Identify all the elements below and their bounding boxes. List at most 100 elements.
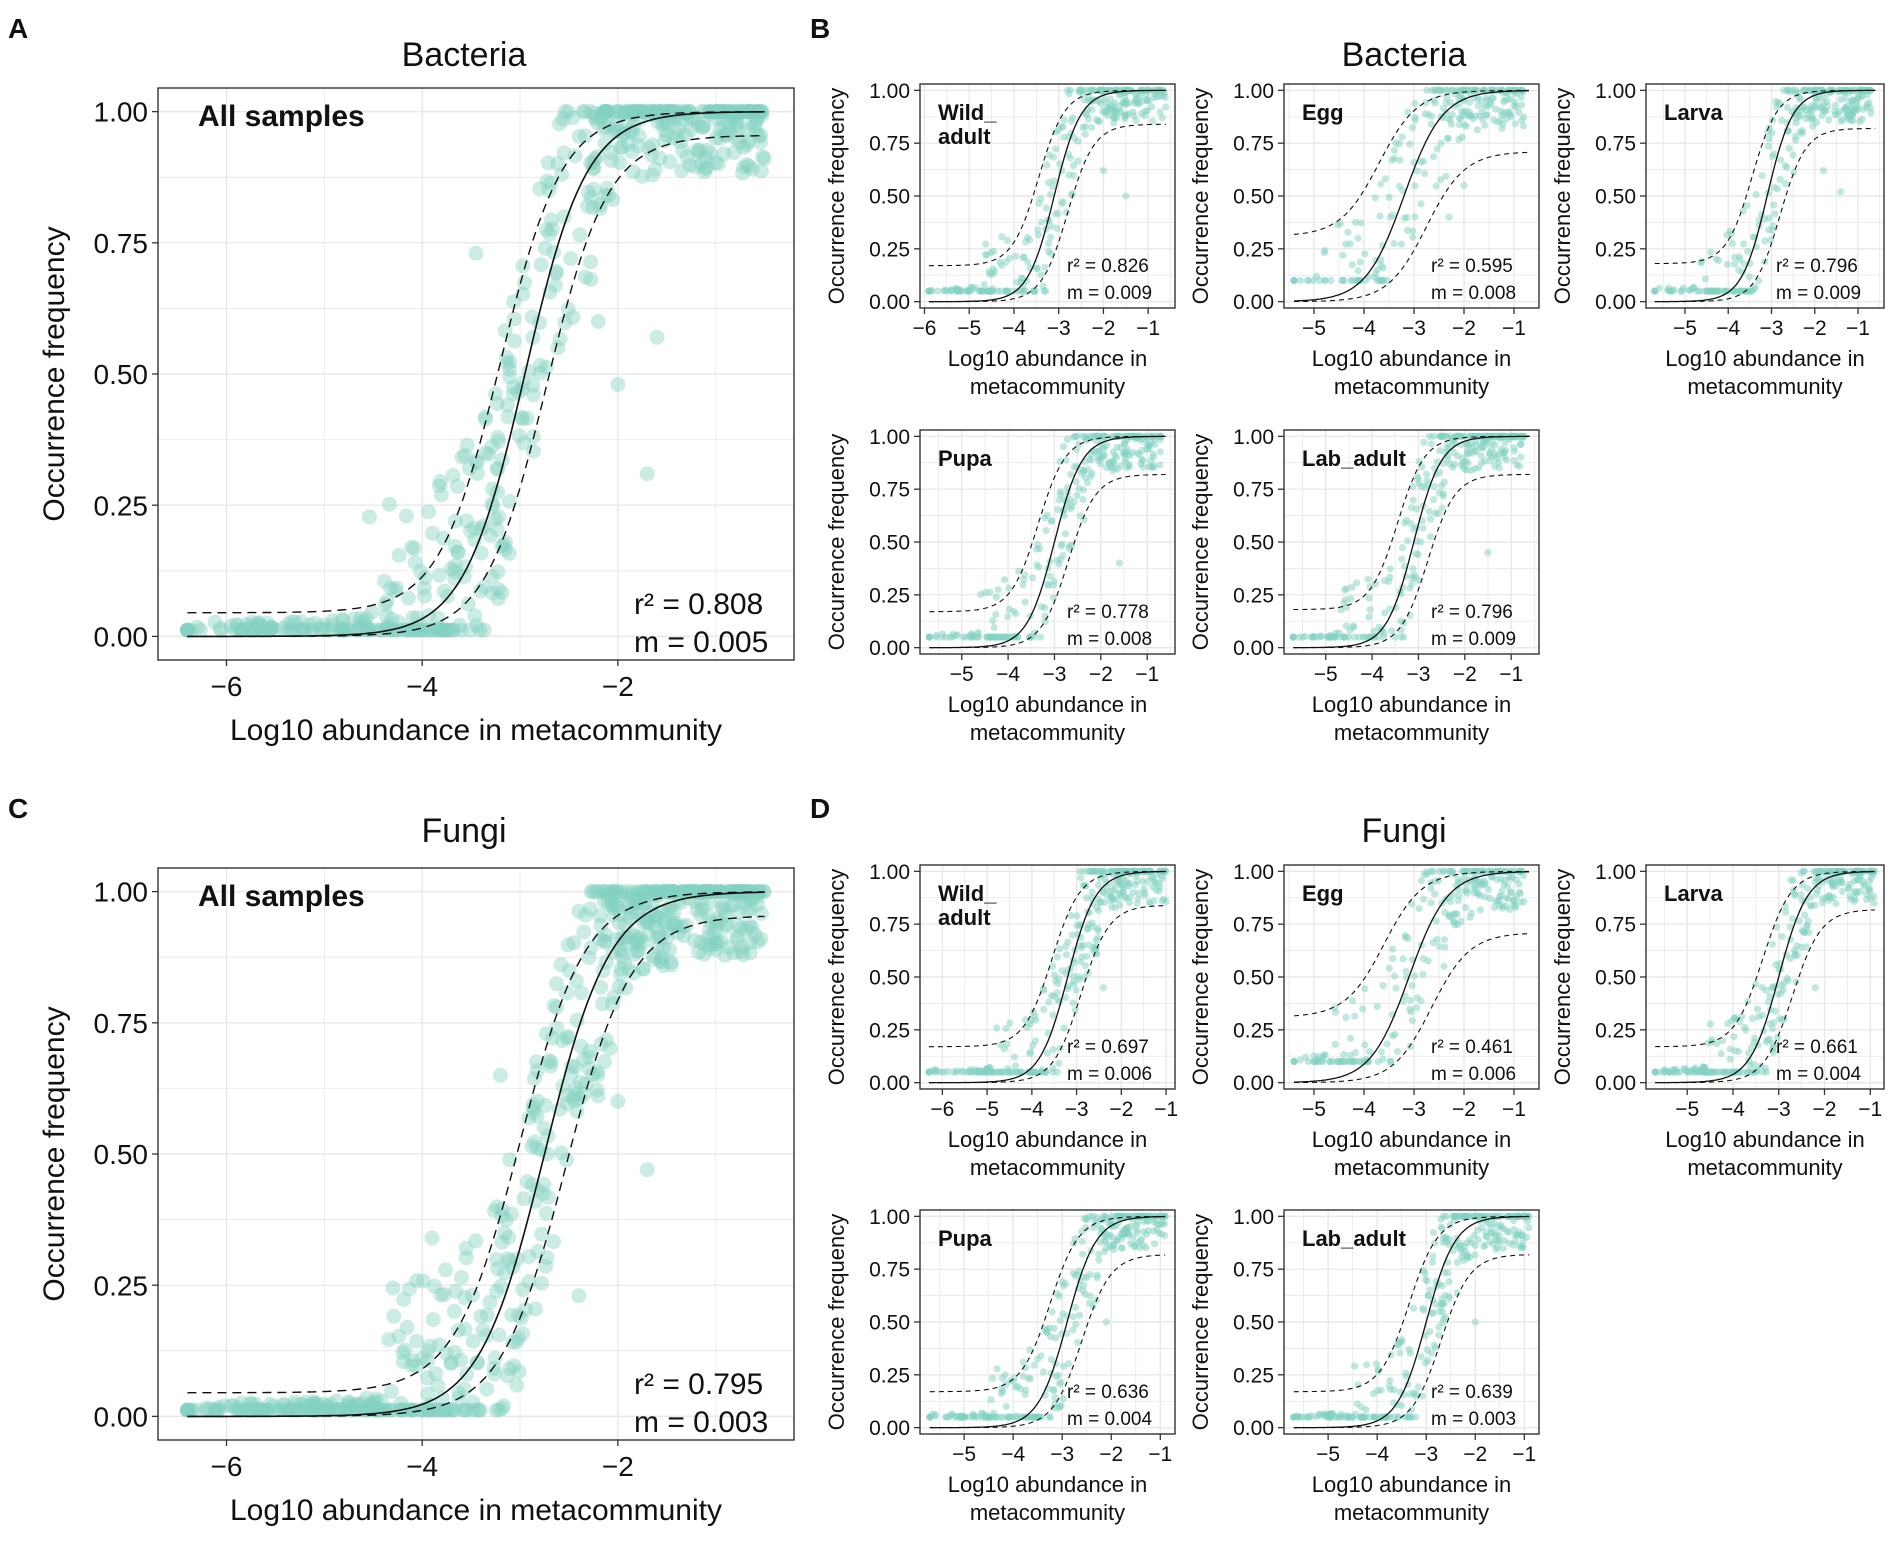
data-point <box>666 903 682 919</box>
group-label: All samples <box>198 100 365 133</box>
data-point <box>230 1399 246 1415</box>
points-layer <box>1290 86 1528 285</box>
data-point <box>624 890 640 906</box>
data-point <box>1438 1225 1446 1233</box>
y-tick-label: 0.75 <box>1595 133 1636 156</box>
data-point <box>601 104 617 120</box>
data-point <box>532 365 548 381</box>
data-point <box>1466 913 1474 921</box>
y-tick-label: 1.00 <box>869 80 910 103</box>
data-point <box>365 1395 381 1411</box>
data-point <box>427 1278 442 1294</box>
data-point <box>1054 556 1062 565</box>
data-point <box>353 610 368 626</box>
data-point <box>434 622 450 638</box>
data-point <box>1346 1051 1354 1059</box>
data-point <box>1041 604 1049 612</box>
data-point <box>335 612 351 628</box>
data-point <box>576 1051 592 1067</box>
data-point <box>534 1226 550 1242</box>
data-point <box>1319 1411 1327 1419</box>
data-point <box>557 315 573 331</box>
data-point <box>1125 461 1133 469</box>
data-point <box>516 435 532 451</box>
data-point <box>1119 867 1127 875</box>
data-point <box>484 439 500 455</box>
data-point <box>259 1402 275 1418</box>
data-point <box>285 622 301 638</box>
data-point <box>1790 168 1798 177</box>
data-point <box>1406 996 1414 1004</box>
data-point <box>1825 116 1833 124</box>
data-point <box>550 340 566 356</box>
y-axis-label: Occurrence frequency <box>1188 434 1213 650</box>
data-point <box>490 591 506 607</box>
data-point <box>366 622 382 638</box>
data-point <box>1390 240 1398 248</box>
data-point <box>228 617 244 633</box>
data-point <box>260 615 276 631</box>
data-point <box>577 104 593 120</box>
data-point <box>614 140 630 155</box>
data-point <box>476 579 492 595</box>
data-point <box>432 474 448 489</box>
data-point <box>598 104 614 120</box>
data-point <box>529 1093 545 1109</box>
fit-lines <box>1655 870 1875 1084</box>
data-point <box>465 1402 480 1418</box>
y-tick-label: 1.00 <box>1233 426 1274 449</box>
data-point <box>1743 202 1751 210</box>
data-point <box>972 1068 981 1076</box>
data-point <box>473 583 488 599</box>
data-point <box>580 184 596 200</box>
y-tick-label: 0.75 <box>1595 914 1636 937</box>
data-point <box>987 1396 995 1404</box>
data-point <box>1019 253 1027 261</box>
data-point <box>648 884 664 900</box>
data-point <box>553 957 569 973</box>
data-point <box>666 884 682 900</box>
data-point <box>1135 889 1143 897</box>
data-point <box>1075 440 1083 448</box>
data-point <box>992 610 1000 619</box>
data-point <box>733 944 748 960</box>
data-point <box>587 109 603 125</box>
data-point <box>1043 161 1051 169</box>
data-point <box>457 447 473 463</box>
data-point <box>1067 470 1075 478</box>
data-point <box>1359 1005 1367 1013</box>
data-point <box>989 1413 997 1421</box>
points-layer <box>1651 86 1875 295</box>
data-point <box>1019 581 1027 589</box>
data-point <box>588 111 604 126</box>
data-point <box>287 614 303 630</box>
data-point <box>1340 599 1348 607</box>
data-point <box>484 569 500 584</box>
data-point <box>1424 1357 1432 1365</box>
data-point <box>727 897 743 913</box>
data-point <box>1446 444 1454 452</box>
data-point <box>243 1395 258 1411</box>
data-point <box>943 1067 952 1075</box>
data-point <box>489 1283 505 1299</box>
data-point <box>502 1361 518 1377</box>
data-point <box>462 622 478 638</box>
data-point <box>651 104 667 120</box>
x-axis-label-line1: Log10 abundance in <box>1312 1472 1511 1497</box>
data-point <box>583 272 599 287</box>
data-point <box>655 884 671 900</box>
data-point <box>1126 893 1134 901</box>
data-point <box>1415 905 1423 913</box>
data-point <box>557 104 573 120</box>
data-point <box>1023 233 1031 241</box>
data-point <box>598 104 613 120</box>
data-point <box>1777 981 1786 990</box>
data-point <box>718 128 734 143</box>
x-tick-label: −5 <box>1302 317 1326 340</box>
data-point <box>1738 1012 1746 1021</box>
x-axis-label-line2: metacommunity <box>970 1500 1125 1525</box>
data-point <box>1365 594 1373 602</box>
data-point <box>1771 1007 1779 1015</box>
data-point <box>1150 462 1158 470</box>
